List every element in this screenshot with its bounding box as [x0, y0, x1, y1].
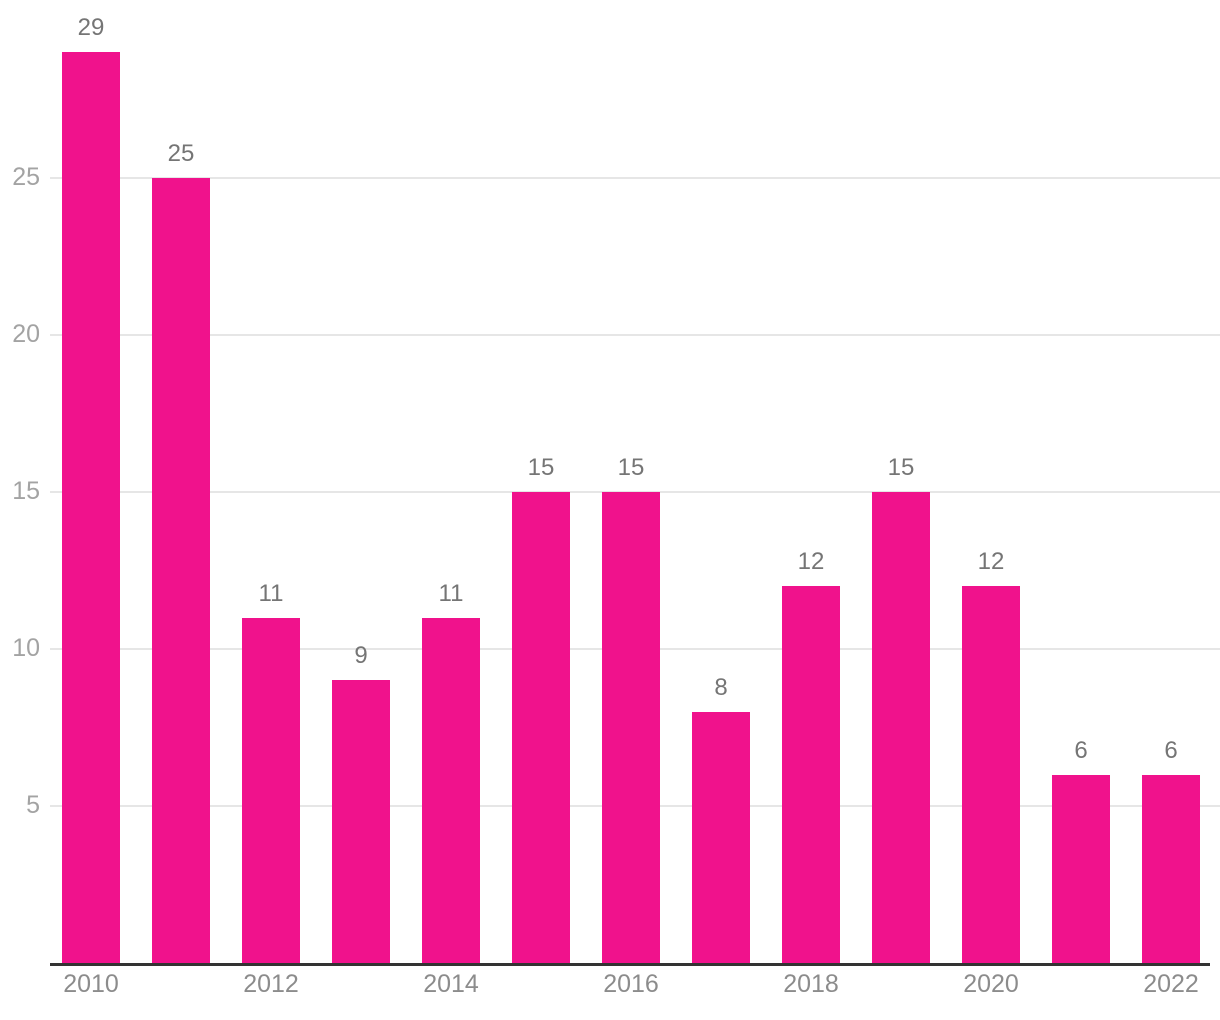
gridline-y-25 — [50, 177, 1220, 179]
y-tick-label-25: 25 — [12, 163, 40, 191]
bar-2012 — [242, 618, 300, 963]
y-tick-label-15: 15 — [12, 477, 40, 505]
bar-2011 — [152, 178, 210, 963]
bar-2021 — [1052, 775, 1110, 963]
x-tick-label-2018: 2018 — [783, 970, 839, 998]
bar-2013 — [332, 680, 390, 963]
y-tick-label-5: 5 — [26, 791, 40, 819]
bar-value-label-2010: 29 — [77, 14, 105, 41]
y-tick-label-10: 10 — [12, 634, 40, 662]
bar-2016 — [602, 492, 660, 963]
bar-value-label-2011: 25 — [167, 140, 195, 167]
y-tick-label-20: 20 — [12, 320, 40, 348]
x-axis-line — [50, 963, 1210, 966]
x-tick-label-2012: 2012 — [243, 970, 299, 998]
bar-value-label-2015: 15 — [527, 454, 555, 481]
bar-value-label-2020: 12 — [977, 548, 1005, 575]
bar-value-label-2021: 6 — [1074, 737, 1088, 764]
bar-value-label-2012: 11 — [258, 580, 284, 607]
bar-2018 — [782, 586, 840, 963]
bar-value-label-2017: 8 — [714, 674, 728, 701]
bar-2017 — [692, 712, 750, 963]
x-tick-label-2014: 2014 — [423, 970, 479, 998]
bar-value-label-2014: 11 — [438, 580, 464, 607]
gridline-y-20 — [50, 334, 1220, 336]
bar-2010 — [62, 52, 120, 963]
bar-value-label-2016: 15 — [617, 454, 645, 481]
bar-value-label-2013: 9 — [354, 642, 368, 669]
bar-2020 — [962, 586, 1020, 963]
x-tick-label-2022: 2022 — [1143, 970, 1199, 998]
x-tick-label-2016: 2016 — [603, 970, 659, 998]
bar-2015 — [512, 492, 570, 963]
bar-value-label-2022: 6 — [1164, 737, 1178, 764]
bar-2019 — [872, 492, 930, 963]
bar-2014 — [422, 618, 480, 963]
x-tick-label-2010: 2010 — [63, 970, 119, 998]
bar-value-label-2019: 15 — [887, 454, 915, 481]
x-tick-label-2020: 2020 — [963, 970, 1019, 998]
bar-2022 — [1142, 775, 1200, 963]
bar-value-label-2018: 12 — [797, 548, 825, 575]
